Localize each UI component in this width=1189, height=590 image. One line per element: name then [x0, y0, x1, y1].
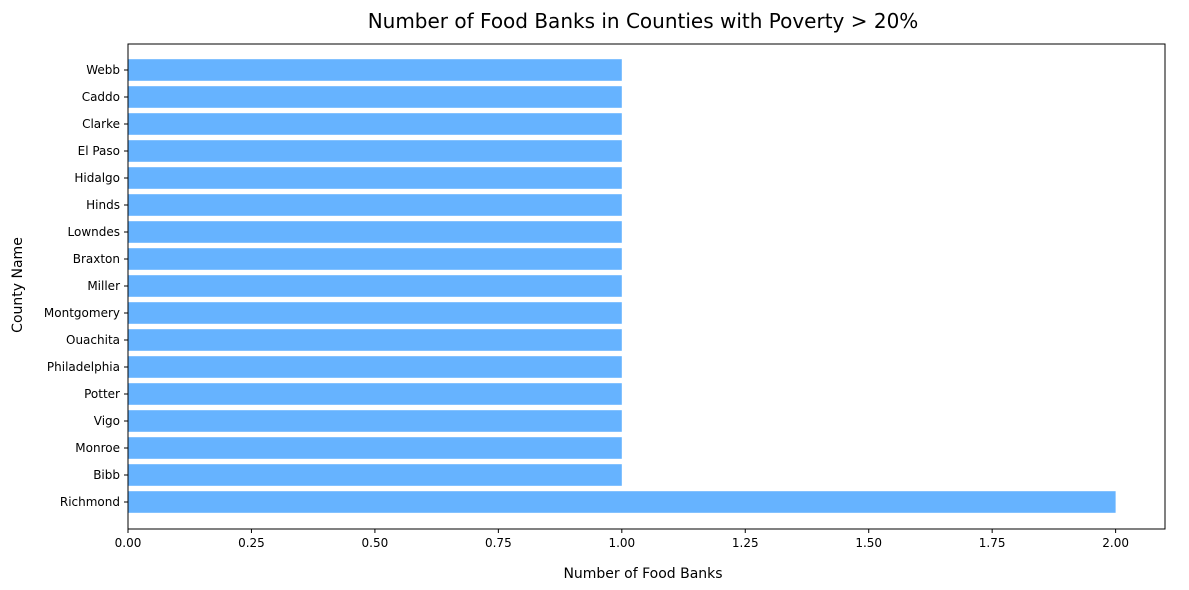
- bar-ouachita: [128, 329, 622, 351]
- bar-potter: [128, 383, 622, 405]
- y-tick-label: Webb: [86, 63, 120, 77]
- x-tick-label: 1.50: [855, 536, 882, 550]
- bar-hinds: [128, 194, 622, 216]
- y-tick-label: Vigo: [94, 414, 120, 428]
- x-tick-label: 1.25: [732, 536, 759, 550]
- x-tick-label: 0.75: [485, 536, 512, 550]
- y-tick-label: Hinds: [86, 198, 120, 212]
- y-tick-label: Philadelphia: [47, 360, 120, 374]
- y-tick-label: Braxton: [73, 252, 120, 266]
- y-ticks-layer: Webb Caddo Clarke El Paso Hidalgo Hinds Lownde…: [44, 63, 128, 509]
- x-tick-label: 2.00: [1102, 536, 1129, 550]
- x-tick-label: 0.25: [238, 536, 265, 550]
- bar-miller: [128, 275, 622, 297]
- y-tick-label: Richmond: [60, 495, 120, 509]
- x-tick-label: 0.50: [362, 536, 389, 550]
- y-tick-label: Hidalgo: [74, 171, 120, 185]
- y-tick-label: Caddo: [82, 90, 120, 104]
- y-tick-label: Lowndes: [68, 225, 121, 239]
- bar-montgomery: [128, 302, 622, 324]
- bar-vigo: [128, 410, 622, 432]
- x-tick-label: 1.75: [979, 536, 1006, 550]
- bar-bibb: [128, 464, 622, 486]
- y-tick-label: Miller: [87, 279, 120, 293]
- bar-clarke: [128, 113, 622, 135]
- x-axis-title: Number of Food Banks: [563, 566, 722, 582]
- y-axis-title: County Name: [10, 237, 26, 333]
- bar-lowndes: [128, 221, 622, 243]
- y-tick-label: El Paso: [78, 144, 120, 158]
- bar-richmond: [128, 491, 1116, 513]
- bar-webb: [128, 59, 622, 81]
- y-tick-label: Bibb: [93, 468, 120, 482]
- x-tick-label: 1.00: [608, 536, 635, 550]
- bar-hidalgo: [128, 167, 622, 189]
- y-tick-label: Monroe: [75, 441, 120, 455]
- bar-philadelphia: [128, 356, 622, 378]
- plot-frame: [127, 43, 1166, 530]
- bar-braxton: [128, 248, 622, 270]
- y-tick-label: Montgomery: [44, 306, 120, 320]
- bar-monroe: [128, 437, 622, 459]
- bar-caddo: [128, 86, 622, 108]
- x-ticks-layer: 0.00 0.25 0.50 0.75 1.00 1.25 1.50 1.75 2.00: [115, 529, 1129, 550]
- y-tick-label: Clarke: [82, 117, 120, 131]
- y-tick-label: Ouachita: [66, 333, 120, 347]
- chart-title: Number of Food Banks in Counties with Po…: [368, 9, 919, 33]
- y-tick-label: Potter: [84, 387, 120, 401]
- bar-el-paso: [128, 140, 622, 162]
- x-tick-label: 0.00: [115, 536, 142, 550]
- bars-layer: [128, 59, 1116, 513]
